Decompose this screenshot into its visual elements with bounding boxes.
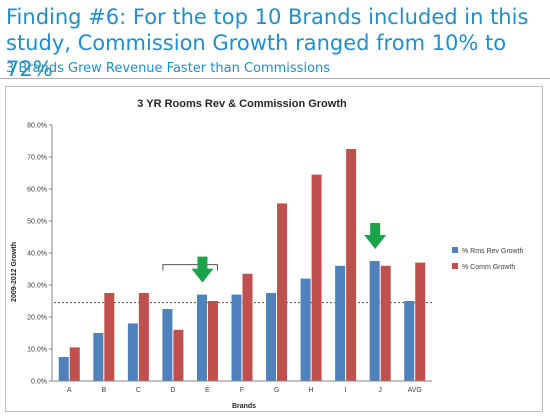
x-tick-label: AVG [408, 387, 422, 394]
y-tick-label: 20.0% [27, 315, 47, 322]
bar-comm-growth [415, 262, 426, 381]
y-tick-label: 0.0% [31, 379, 47, 386]
x-tick-label: G [274, 387, 279, 394]
bar-rms-rev-growth [127, 323, 138, 381]
y-tick-label: 70.0% [27, 155, 47, 162]
x-tick-label: D [170, 387, 175, 394]
x-tick-label: J [378, 387, 382, 394]
y-tick-label: 10.0% [27, 347, 47, 354]
bar-comm-growth [104, 293, 115, 381]
x-tick-label: A [67, 387, 72, 394]
slide-headline: Finding #6: For the top 10 Brands includ… [6, 5, 529, 81]
legend-label: % Comm Growth [462, 264, 515, 271]
bar-comm-growth [311, 174, 322, 381]
bar-chart: 3 YR Rooms Rev & Commission Growth 2009-… [11, 98, 524, 410]
x-tick-label: F [240, 387, 244, 394]
bar-rms-rev-growth [93, 333, 104, 381]
bar-comm-growth [346, 149, 357, 381]
down-arrow-icon [364, 223, 387, 249]
legend-label: % Rms Rev Growth [462, 248, 524, 255]
y-tick-label: 60.0% [27, 187, 47, 194]
chart-legend: % Rms Rev Growth % Comm Growth [452, 247, 524, 271]
chart-frame: 3 YR Rooms Rev & Commission Growth 2009-… [5, 86, 543, 412]
x-tick-label: I [345, 387, 347, 394]
bar-rms-rev-growth [404, 301, 415, 381]
legend-swatch [452, 263, 458, 269]
bar-comm-growth [207, 301, 218, 381]
plot-area: 0.0% 10.0% 20.0% 30.0% 40.0% 50.0% 60.0% 70.0% 8… [27, 123, 432, 394]
y-tick-label: 40.0% [27, 251, 47, 258]
bar-comm-growth [242, 273, 253, 381]
y-tick-label: 30.0% [27, 283, 47, 290]
bracket [162, 264, 218, 271]
x-tick-label: B [101, 387, 106, 394]
bar-comm-growth [69, 347, 80, 381]
bar-comm-growth [138, 293, 149, 381]
slide-subheadline: 3 Brands Grew Revenue Faster than Commis… [6, 61, 331, 76]
x-tick-label: C [136, 387, 141, 394]
bar-rms-rev-growth [266, 293, 277, 381]
bar-rms-rev-growth [162, 309, 173, 381]
bar-rms-rev-growth [231, 294, 242, 381]
legend-swatch [452, 247, 458, 253]
x-tick-label: E [205, 387, 210, 394]
bar-rms-rev-growth [335, 265, 346, 381]
y-axis-label: 2009-2012 Growth [11, 242, 18, 302]
y-tick-label: 50.0% [27, 219, 47, 226]
x-axis-label: Brands [232, 403, 256, 410]
chart-title: 3 YR Rooms Rev & Commission Growth [137, 98, 347, 110]
x-tick-label: H [309, 387, 314, 394]
bar-rms-rev-growth [196, 294, 207, 381]
y-tick-label: 80.0% [27, 123, 47, 130]
bar-rms-rev-growth [300, 278, 311, 381]
bar-rms-rev-growth [369, 261, 380, 381]
down-arrow-icon [191, 256, 214, 283]
bar-rms-rev-growth [58, 357, 69, 381]
bar-comm-growth [173, 329, 184, 381]
bar-comm-growth [277, 203, 288, 381]
header-divider [0, 78, 550, 79]
bar-comm-growth [380, 265, 391, 381]
